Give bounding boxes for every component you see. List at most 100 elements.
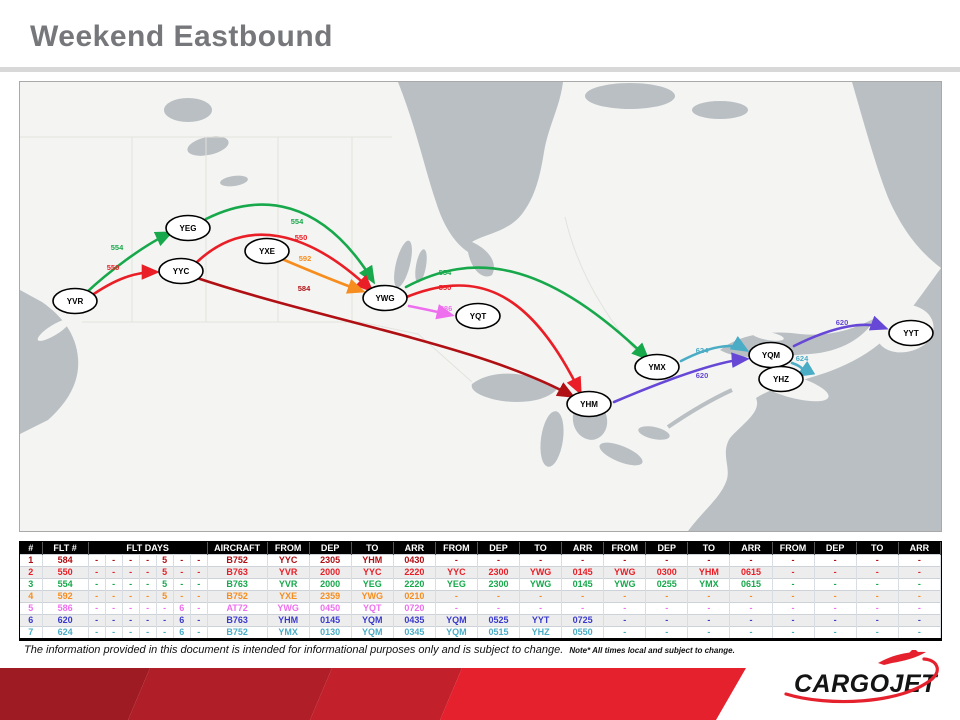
cell-flight-day: 6: [173, 626, 191, 638]
col-header-leg: TO: [351, 542, 394, 555]
cell-flight-day: -: [156, 626, 174, 638]
cell-leg-value: -: [814, 614, 857, 627]
cell-leg-value: 0145: [561, 566, 605, 579]
cell-flight-day: -: [139, 626, 157, 638]
cell-leg-value: -: [603, 590, 647, 603]
cell-leg-value: -: [477, 590, 521, 603]
cell-leg-value: -: [772, 590, 815, 603]
cell-leg-value: -: [729, 602, 773, 615]
route-550-ywg-yhm: [402, 284, 582, 396]
col-header-leg: ARR: [393, 542, 436, 555]
cell-leg-value: YQM: [435, 614, 478, 627]
cell-leg-value: YQT: [351, 602, 394, 615]
cell-leg-value: -: [856, 602, 899, 615]
col-header-leg: DEP: [814, 542, 857, 555]
cell-leg-value: -: [687, 626, 731, 638]
table-header-row: # FLT # FLT DAYS AIRCRAFT FROM DEP TO ARR FROM DE…: [20, 542, 942, 555]
cell-flight-day: -: [173, 554, 191, 567]
cell-leg-value: -: [856, 554, 899, 567]
cell-aircraft: B752: [207, 554, 268, 567]
cell-leg-value: YWG: [351, 590, 394, 603]
water-foxe-basin: [585, 83, 675, 109]
cell-flight-day: -: [105, 578, 123, 591]
col-header-leg: FROM: [267, 542, 310, 555]
route-554-yeg-ywg: [204, 203, 376, 285]
col-header-leg: ARR: [898, 542, 942, 555]
route-592-yxe-ywg: [280, 257, 366, 294]
cell-flight-number: 584: [42, 554, 89, 567]
cell-leg-value: YHM: [267, 614, 310, 627]
logo-plane-tail: [908, 650, 919, 654]
water-lake-ontario: [638, 426, 670, 440]
cell-flight-day: -: [88, 554, 106, 567]
cell-leg-value: YVR: [267, 578, 310, 591]
cell-leg-value: 2300: [477, 578, 521, 591]
water-great-slave-lake: [187, 136, 229, 156]
route-586-ywg-yqt: [407, 304, 455, 320]
cell-leg-value: -: [729, 554, 773, 567]
cell-leg-value: 0525: [477, 614, 521, 627]
col-header-leg: FROM: [603, 542, 647, 555]
cell-leg-value: -: [814, 566, 857, 579]
cell-leg-value: -: [687, 590, 731, 603]
flight-label-554: 554: [111, 243, 124, 252]
col-header-aircraft: AIRCRAFT: [207, 542, 268, 555]
airport-node-ywg: YWG: [362, 284, 408, 312]
cell-leg-value: 0720: [393, 602, 436, 615]
cell-leg-value: 0210: [393, 590, 436, 603]
cell-leg-value: -: [898, 566, 942, 579]
cell-flight-day: -: [88, 626, 106, 638]
cell-flight-day: -: [173, 590, 191, 603]
airport-node-yhm: YHM: [566, 390, 612, 418]
cell-leg-value: 0345: [393, 626, 436, 638]
cell-row-number: 4: [20, 590, 43, 603]
cell-leg-value: 0145: [561, 578, 605, 591]
cell-flight-day: -: [122, 590, 140, 603]
cell-leg-value: YEG: [435, 578, 478, 591]
cell-leg-value: 2220: [393, 566, 436, 579]
cell-flight-day: -: [139, 614, 157, 627]
route-550-yyc-ywg: [195, 233, 374, 293]
airport-code: YEG: [180, 224, 197, 233]
cell-leg-value: -: [561, 602, 605, 615]
airport-ellipse: [758, 365, 804, 393]
cell-aircraft: B763: [207, 578, 268, 591]
cell-leg-value: YWG: [603, 566, 647, 579]
route-620-yqm-yyt: [792, 315, 889, 348]
water-lake-superior: [471, 373, 558, 402]
cell-flight-day: 6: [173, 602, 191, 615]
cell-flight-day: -: [173, 578, 191, 591]
flight-label-624: 624: [696, 346, 709, 355]
col-header-leg: FROM: [772, 542, 815, 555]
cell-leg-value: -: [603, 614, 647, 627]
cell-row-number: 5: [20, 602, 43, 615]
cell-leg-value: -: [729, 614, 773, 627]
island-vancouver: [37, 319, 71, 341]
cell-flight-day: -: [122, 602, 140, 615]
cell-leg-value: -: [814, 554, 857, 567]
cell-leg-value: YYC: [351, 566, 394, 579]
cell-leg-value: 0725: [561, 614, 605, 627]
cell-leg-value: 0300: [645, 566, 689, 579]
flight-schedule-table-wrap: # FLT # FLT DAYS AIRCRAFT FROM DEP TO ARR FROM DE…: [19, 541, 942, 641]
ribbon-segment-4: [440, 668, 746, 720]
water-labrador-sea: [852, 82, 941, 268]
cell-leg-value: -: [856, 566, 899, 579]
cell-flight-day: -: [190, 566, 208, 579]
airport-ellipse: [566, 390, 612, 418]
cell-flight-day: 5: [156, 590, 174, 603]
cell-flight-number: 620: [42, 614, 89, 627]
cell-leg-value: -: [772, 626, 815, 638]
cell-flight-day: -: [105, 614, 123, 627]
title-divider: [0, 67, 960, 72]
cell-leg-value: -: [645, 590, 689, 603]
cell-flight-day: -: [122, 578, 140, 591]
cell-flight-day: -: [190, 614, 208, 627]
water-great-bear-lake: [164, 98, 212, 122]
flight-label-554: 554: [439, 268, 452, 277]
flight-row-586: 5 586- - - - -6- AT72 YWG 0450 YQT 0720- - - - - - - - - - -…: [20, 602, 942, 615]
cell-aircraft: AT72: [207, 602, 268, 615]
cell-leg-value: YWG: [519, 566, 563, 579]
logo-plane-icon: [878, 651, 926, 665]
